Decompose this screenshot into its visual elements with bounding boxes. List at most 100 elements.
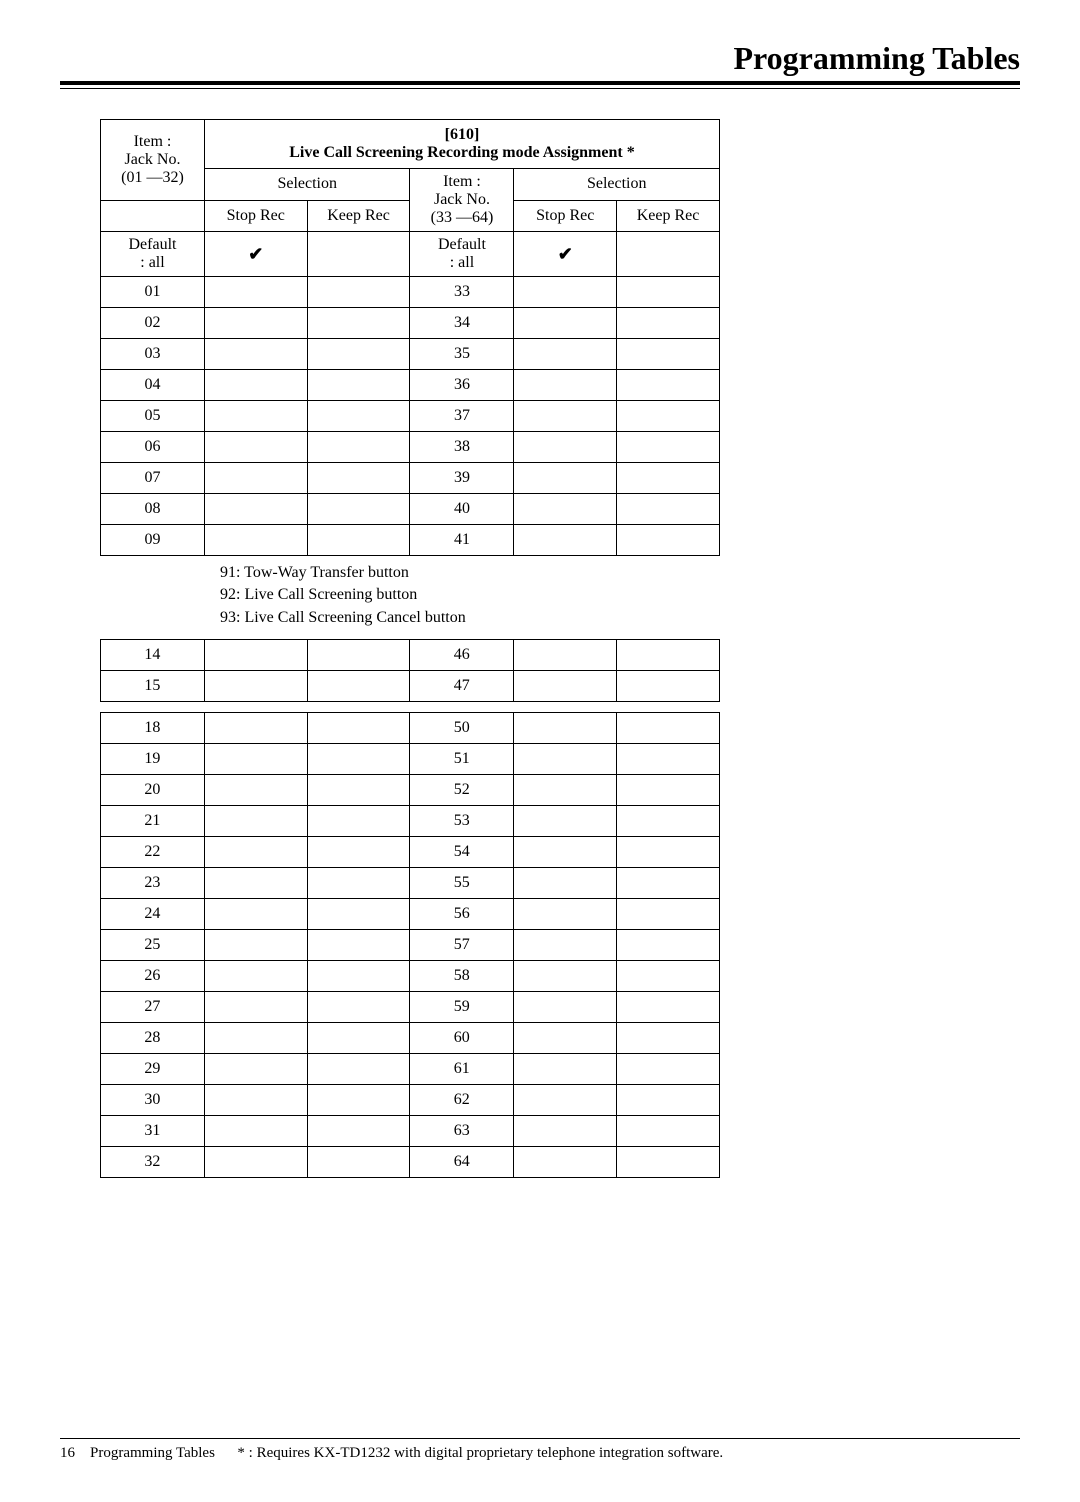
- right-jack: 63: [410, 1116, 514, 1147]
- right-jack: 50: [410, 713, 514, 744]
- right-jack: 57: [410, 930, 514, 961]
- left-cell-b: [307, 494, 410, 525]
- left-cell-a: [204, 713, 307, 744]
- left-jack: 27: [101, 992, 205, 1023]
- left-cell-a: [204, 806, 307, 837]
- right-jack: 51: [410, 744, 514, 775]
- left-cell-a: [204, 1054, 307, 1085]
- right-cell-b: [617, 525, 720, 556]
- right-jack: 38: [410, 432, 514, 463]
- table-row: 0638: [101, 432, 720, 463]
- right-item-header: Item : Jack No. (33 —64): [410, 169, 514, 232]
- table-code: [610]: [211, 126, 713, 144]
- left-default-b: [307, 232, 410, 277]
- left-cell-a: [204, 525, 307, 556]
- left-jack: 07: [101, 463, 205, 494]
- footer-rule: [60, 1438, 1020, 1439]
- right-jack: 56: [410, 899, 514, 930]
- right-cell-a: [514, 899, 617, 930]
- left-cell-b: [307, 1147, 410, 1178]
- right-jack: 41: [410, 525, 514, 556]
- left-jack: 21: [101, 806, 205, 837]
- left-cell-a: [204, 640, 307, 671]
- right-jack: 34: [410, 308, 514, 339]
- right-jack: 54: [410, 837, 514, 868]
- right-cell-b: [617, 1085, 720, 1116]
- left-default-check: ✔: [204, 232, 307, 277]
- right-cell-b: [617, 339, 720, 370]
- left-cell-a: [204, 277, 307, 308]
- table-row: 0840: [101, 494, 720, 525]
- left-cell-a: [204, 671, 307, 702]
- table-row: 2658: [101, 961, 720, 992]
- right-cell-b: [617, 806, 720, 837]
- left-cell-a: [204, 370, 307, 401]
- left-jack: 02: [101, 308, 205, 339]
- right-cell-b: [617, 494, 720, 525]
- table-row: 0537: [101, 401, 720, 432]
- left-cell-a: [204, 961, 307, 992]
- right-cell-a: [514, 744, 617, 775]
- right-sub-b: Keep Rec: [617, 200, 720, 232]
- left-cell-b: [307, 671, 410, 702]
- left-cell-a: [204, 308, 307, 339]
- right-cell-b: [617, 713, 720, 744]
- table-row: 0133: [101, 277, 720, 308]
- right-cell-b: [617, 1116, 720, 1147]
- left-cell-a: [204, 432, 307, 463]
- right-cell-a: [514, 868, 617, 899]
- right-cell-b: [617, 899, 720, 930]
- left-jack: 09: [101, 525, 205, 556]
- left-cell-b: [307, 992, 410, 1023]
- left-jack: 29: [101, 1054, 205, 1085]
- table-610: Item : Jack No. (01 —32) [610] Live Call…: [100, 119, 720, 556]
- table-row: 0335: [101, 339, 720, 370]
- left-cell-b: [307, 339, 410, 370]
- left-cell-b: [307, 744, 410, 775]
- right-cell-b: [617, 744, 720, 775]
- left-jack: 08: [101, 494, 205, 525]
- left-cell-a: [204, 1116, 307, 1147]
- right-cell-a: [514, 930, 617, 961]
- table-row: 1951: [101, 744, 720, 775]
- right-default-check: ✔: [514, 232, 617, 277]
- right-sub-a: Stop Rec: [514, 200, 617, 232]
- table-row: 1446: [101, 640, 720, 671]
- left-jack: 20: [101, 775, 205, 806]
- table-row: 2052: [101, 775, 720, 806]
- left-cell-a: [204, 930, 307, 961]
- left-cell-b: [307, 868, 410, 899]
- notes-block: 91: Tow-Way Transfer button 92: Live Cal…: [220, 562, 1020, 629]
- left-cell-a: [204, 1147, 307, 1178]
- right-cell-a: [514, 339, 617, 370]
- left-cell-b: [307, 1085, 410, 1116]
- right-cell-a: [514, 1085, 617, 1116]
- footer-note: * : Requires KX-TD1232 with digital prop…: [237, 1445, 723, 1461]
- right-cell-b: [617, 837, 720, 868]
- right-cell-a: [514, 1023, 617, 1054]
- left-cell-b: [307, 930, 410, 961]
- right-cell-a: [514, 713, 617, 744]
- right-jack: 61: [410, 1054, 514, 1085]
- title-rule: [60, 81, 1020, 89]
- right-cell-b: [617, 308, 720, 339]
- right-cell-a: [514, 1054, 617, 1085]
- page-title: Programming Tables: [60, 40, 1020, 77]
- note-92: 92: Live Call Screening button: [220, 584, 1020, 606]
- right-jack: 37: [410, 401, 514, 432]
- left-cell-a: [204, 401, 307, 432]
- right-jack: 53: [410, 806, 514, 837]
- left-cell-a: [204, 775, 307, 806]
- footer-section: Programming Tables: [90, 1445, 215, 1461]
- right-jack: 55: [410, 868, 514, 899]
- right-default-b: [617, 232, 720, 277]
- table-row: 21 53: [101, 806, 720, 837]
- right-cell-a: [514, 401, 617, 432]
- right-cell-b: [617, 992, 720, 1023]
- left-item-header-2: [101, 200, 205, 232]
- left-cell-b: [307, 775, 410, 806]
- left-cell-a: [204, 1085, 307, 1116]
- right-cell-a: [514, 277, 617, 308]
- right-cell-a: [514, 961, 617, 992]
- left-cell-b: [307, 401, 410, 432]
